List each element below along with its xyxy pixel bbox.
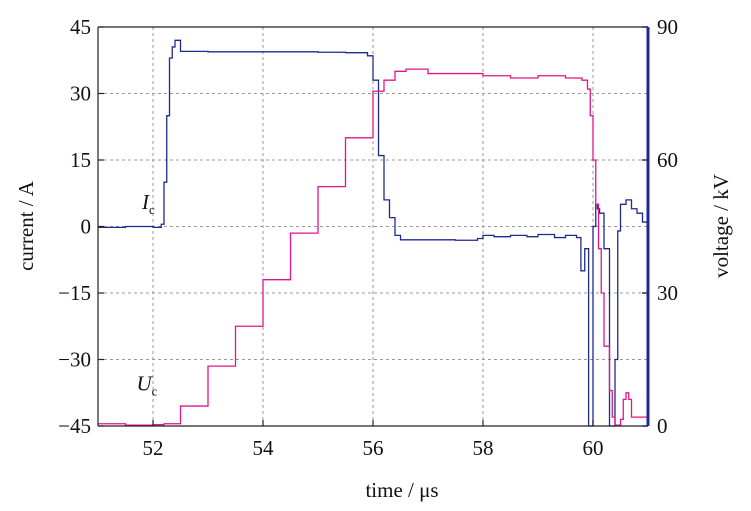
y-tick-label-left: −45: [58, 414, 91, 438]
grid-lines: [98, 27, 648, 426]
voltage-annotation: Uc: [137, 372, 158, 399]
y-axis-label-left: current / A: [14, 180, 38, 271]
x-tick-label: 56: [363, 436, 384, 460]
x-axis-label: time / μs: [365, 478, 438, 502]
y-tick-label-left: 15: [70, 148, 91, 172]
y-tick-label-right: 60: [657, 148, 678, 172]
x-tick-label: 58: [473, 436, 494, 460]
y-tick-label-left: −15: [58, 281, 91, 305]
y-tick-label-left: 45: [70, 15, 91, 39]
x-tick-label: 60: [583, 436, 604, 460]
x-tick-label: 54: [253, 436, 275, 460]
y-tick-label-right: 0: [657, 414, 668, 438]
tick-layer: 52 54 56 58 60 45 30 15 0 −15 −30 −45 90 60 30 0: [58, 15, 678, 460]
annotation-layer: Ic Uc: [137, 190, 158, 399]
y-tick-label-left: −30: [58, 348, 91, 372]
y-axis-label-right: voltage / kV: [709, 174, 733, 278]
y-tick-label-left: 0: [81, 215, 92, 239]
y-tick-label-right: 90: [657, 15, 678, 39]
voltage-series-line: [98, 68, 649, 426]
current-annotation: Ic: [141, 190, 155, 217]
x-tick-label: 52: [143, 436, 164, 460]
y-tick-label-left: 30: [70, 82, 91, 106]
y-tick-label-right: 30: [657, 281, 678, 305]
